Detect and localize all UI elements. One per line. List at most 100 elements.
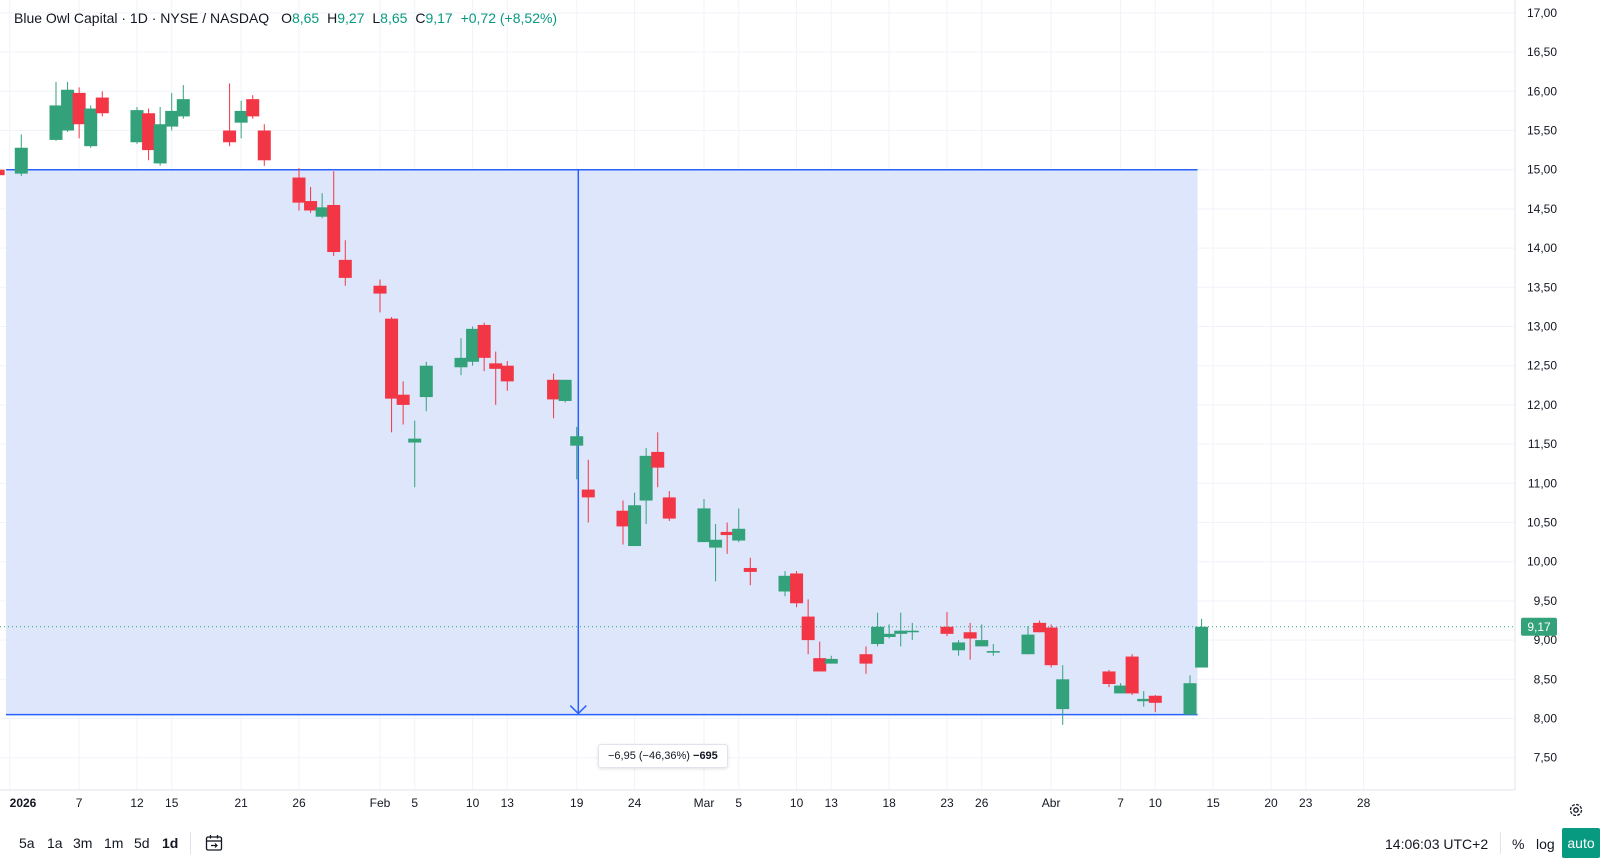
candle	[697, 498, 711, 543]
candle	[1102, 669, 1116, 688]
gear-icon[interactable]	[1568, 802, 1584, 818]
time-tick-label: 23	[940, 796, 954, 810]
candle	[84, 105, 98, 148]
candle	[662, 491, 676, 521]
bottom-toolbar: 5a 1a 3m 1m 5d 1d 14:06:03 UTC+2 % log a…	[0, 826, 1600, 867]
candle-body	[720, 531, 734, 536]
candle	[72, 87, 86, 139]
candle-body	[142, 113, 156, 151]
candle	[338, 240, 352, 286]
candle	[1114, 683, 1128, 694]
candle	[963, 622, 977, 660]
candle-body	[408, 438, 422, 443]
candle	[489, 351, 503, 405]
candle-body	[223, 130, 237, 143]
candle-body	[0, 169, 5, 176]
candle	[165, 92, 179, 131]
time-tick-label: 15	[165, 796, 179, 810]
range-5d[interactable]: 5d	[134, 835, 150, 851]
candle	[142, 108, 156, 161]
candle-body	[940, 626, 954, 634]
last-price-badge	[1521, 617, 1557, 636]
high-label: H	[327, 10, 338, 26]
candle-body	[547, 379, 561, 400]
candle	[547, 373, 561, 419]
candle	[292, 168, 306, 211]
candle-body	[1195, 626, 1209, 668]
candle-body	[153, 124, 167, 164]
price-tick-label: 17,00	[1527, 6, 1557, 20]
candle	[500, 360, 514, 391]
symbol-legend: Blue Owl Capital · 1D · NYSE / NASDAQ O8…	[14, 10, 561, 26]
candle	[616, 500, 630, 545]
close-label: C	[415, 10, 426, 26]
candle	[1125, 654, 1139, 695]
measure-fill	[6, 169, 1198, 715]
measure-range[interactable]	[0, 168, 1515, 716]
measure-label: −6,95 (−46,36%) −695	[598, 744, 728, 768]
time-tick-label: 10	[790, 796, 804, 810]
time-tick-label: 13	[825, 796, 839, 810]
range-5a[interactable]: 5a	[19, 835, 35, 851]
range-1m[interactable]: 1m	[104, 835, 124, 851]
time-tick-label: Feb	[370, 796, 391, 810]
time-tick-label: 23	[1299, 796, 1313, 810]
candle-body	[732, 528, 746, 541]
range-1a[interactable]: 1a	[47, 835, 63, 851]
candle-body	[292, 177, 306, 203]
price-tick-label: 11,00	[1528, 476, 1557, 490]
candle	[315, 193, 329, 219]
candle	[0, 169, 5, 176]
candle	[234, 100, 248, 139]
time-tick-label: 21	[234, 796, 248, 810]
candle-body	[500, 365, 514, 382]
candle-body	[373, 285, 387, 294]
log-toggle[interactable]: log	[1536, 836, 1555, 852]
candle-body	[1137, 698, 1151, 702]
auto-scale-toggle[interactable]: auto	[1562, 828, 1600, 858]
price-tick-label: 15,50	[1527, 124, 1557, 138]
toolbar-divider	[1500, 832, 1501, 854]
candle	[824, 655, 838, 664]
time-tick-label: 15	[1206, 796, 1220, 810]
time-axis[interactable]: 2026 7 12 15 21 26 Feb 5 10 13 19 24 Mar 5 10 13 18 23 26 A…	[0, 789, 1515, 810]
candle	[871, 612, 885, 647]
candle	[628, 492, 642, 547]
candle-body	[1033, 622, 1047, 633]
price-tick-label: 10,50	[1527, 516, 1557, 530]
low-label: L	[372, 10, 381, 26]
candle-body	[662, 497, 676, 519]
symbol-title[interactable]: Blue Owl Capital · 1D · NYSE / NASDAQ	[14, 10, 270, 26]
candle	[952, 640, 966, 656]
price-tick-label: 8,00	[1534, 712, 1558, 726]
candle-body	[1114, 685, 1128, 694]
range-1d[interactable]: 1d	[162, 835, 179, 851]
candles	[0, 81, 1209, 725]
time-tick-label: 18	[882, 796, 896, 810]
candle-body	[790, 573, 804, 604]
clock-readout[interactable]: 14:06:03 UTC+2	[1385, 836, 1489, 852]
price-tick-label: 9,50	[1534, 594, 1558, 608]
candle-body	[176, 99, 190, 117]
candle	[882, 624, 896, 639]
price-tick-label: 12,50	[1527, 359, 1557, 373]
range-3m[interactable]: 3m	[73, 835, 93, 851]
candle	[975, 624, 989, 647]
percent-toggle[interactable]: %	[1512, 836, 1525, 852]
candle	[1056, 665, 1070, 725]
candle-body	[570, 436, 584, 446]
candle	[1137, 691, 1151, 707]
price-tick-label: 13,00	[1527, 320, 1557, 334]
price-tick-label: 14,00	[1527, 241, 1557, 255]
price-tick-label: 16,00	[1527, 84, 1557, 98]
candle	[732, 508, 746, 543]
candle-body	[616, 510, 630, 527]
time-tick-label: 7	[76, 796, 83, 810]
candle	[940, 611, 954, 637]
candle	[246, 95, 260, 119]
low-value: 8,65	[380, 10, 408, 26]
price-axis[interactable]: 17,00 16,50 16,00 15,50 15,00 14,50 14,00 13,50…	[1514, 0, 1558, 790]
candle	[223, 83, 237, 147]
calendar-range-icon[interactable]	[205, 834, 223, 852]
price-chart[interactable]: 17,00 16,50 16,00 15,50 15,00 14,50 14,00 13,50…	[0, 0, 1600, 826]
